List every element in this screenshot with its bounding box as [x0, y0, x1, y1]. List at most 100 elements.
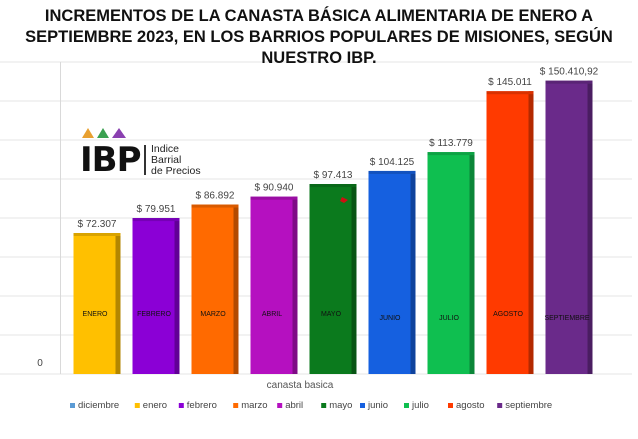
data-label: $ 150.410,92: [540, 67, 599, 78]
legend-swatch: [134, 403, 140, 408]
data-label: $ 145.011: [488, 77, 532, 88]
category-label: SEPTIEMBRE: [544, 315, 589, 322]
bar-septiembre: [545, 80, 593, 375]
bar-febrero: [132, 218, 180, 374]
chart-title-line: NUESTRO IBP.: [261, 49, 377, 67]
logo-triangle-icon: [97, 128, 109, 138]
bar-top: [73, 233, 121, 237]
legend-item: septiembre: [497, 400, 552, 411]
bar-side: [233, 204, 239, 374]
chart-title: INCREMENTOS DE LA CANASTA BÁSICA ALIMENT…: [0, 6, 638, 69]
bar: [427, 152, 475, 374]
legend-item: abril: [277, 400, 303, 411]
legend-swatch: [448, 403, 453, 408]
legend-swatch: [360, 403, 365, 408]
data-label: $ 97.413: [314, 170, 353, 181]
bar-side: [174, 218, 180, 374]
legend-label: julio: [411, 400, 429, 411]
bar-enero: [73, 233, 121, 374]
legend-label: marzo: [241, 400, 267, 411]
data-label: $ 86.892: [196, 191, 235, 202]
bar-agosto: [486, 91, 534, 375]
bar-junio: [368, 170, 416, 374]
logo-divider: [144, 145, 146, 175]
logo-text-line: de Precios: [151, 165, 201, 177]
y-tick-labels: 0: [37, 358, 43, 369]
bar-side: [528, 91, 534, 375]
legend-label: mayo: [329, 400, 352, 411]
data-label: $ 104.125: [370, 157, 415, 168]
bar-julio: [427, 152, 475, 374]
bar-top: [132, 218, 180, 222]
ibp-logo: IBP Indice Barrial de Precios: [80, 128, 210, 180]
category-label: ABRIL: [262, 311, 282, 318]
bar-side: [587, 80, 593, 375]
legend-swatch: [321, 403, 327, 408]
category-label: MARZO: [200, 311, 226, 318]
logo-text-line: Barrial: [151, 154, 182, 166]
data-label: $ 90.940: [255, 183, 294, 194]
bar: [73, 233, 121, 374]
logo-text-line: Indice: [151, 143, 180, 155]
legend-swatch: [404, 403, 409, 408]
chart-title-line: INCREMENTOS DE LA CANASTA BÁSICA ALIMENT…: [44, 7, 594, 25]
bar: [132, 218, 180, 374]
bar: [545, 80, 593, 375]
bars: [73, 80, 593, 375]
bar-top: [545, 80, 593, 84]
bar: [486, 91, 534, 375]
legend-label: enero: [143, 400, 167, 411]
x-axis-title: canasta basica: [267, 380, 334, 391]
legend-label: abril: [285, 400, 303, 411]
marker-icon: [340, 197, 348, 203]
data-labels: $ 72.307 $ 79.951 $ 86.892 $ 90.940 $ 97.413…: [78, 67, 599, 230]
logo-mark: IBP: [80, 140, 141, 180]
legend-label: agosto: [456, 400, 485, 411]
legend-label: diciembre: [78, 400, 119, 411]
legend-item: julio: [404, 400, 429, 411]
legend-label: junio: [367, 400, 388, 411]
bar-side: [469, 152, 475, 374]
bar-top: [486, 91, 534, 95]
bar-side: [115, 233, 121, 374]
legend-item: enero: [134, 400, 167, 411]
category-label: FEBRERO: [137, 311, 171, 318]
bar: [191, 204, 239, 374]
logo-triangle-icon: [112, 128, 126, 138]
category-label: ENERO: [83, 311, 108, 318]
legend-item: mayo: [321, 400, 352, 411]
bar-side: [410, 170, 416, 374]
bar-top: [250, 196, 298, 200]
legend-swatch: [233, 403, 239, 408]
bar-abril: [250, 196, 298, 374]
legend-swatch: [497, 403, 503, 408]
bar-top: [191, 204, 239, 208]
bar-top: [309, 184, 357, 188]
bar-marzo: [191, 204, 239, 374]
logo-triangle-icon: [82, 128, 94, 138]
data-label: $ 113.779: [429, 138, 473, 149]
bar-side: [292, 196, 298, 374]
logo-text: Indice Barrial de Precios: [151, 144, 201, 177]
category-label: MAYO: [321, 311, 342, 318]
bar-side: [351, 184, 357, 374]
bar: [309, 184, 357, 374]
legend-swatch: [277, 403, 283, 408]
legend-item: diciembre: [70, 400, 119, 411]
legend-item: junio: [360, 400, 388, 411]
data-label: $ 72.307: [78, 219, 117, 230]
category-labels: ENERO FEBRERO MARZO ABRIL MAYO JUNIO JULIO AGOS…: [83, 311, 590, 322]
legend-item: agosto: [448, 400, 485, 411]
data-label: $ 79.951: [137, 204, 176, 215]
category-label: JUNIO: [380, 315, 402, 322]
legend-swatch: [178, 403, 184, 408]
bar-top: [368, 170, 416, 174]
bar: [250, 196, 298, 374]
legend-label: septiembre: [505, 400, 552, 411]
bar: [368, 170, 416, 374]
chart-title-line: SEPTIEMBRE 2023, EN LOS BARRIOS POPULARE…: [25, 28, 613, 46]
category-label: AGOSTO: [493, 311, 523, 318]
bar-top: [427, 152, 475, 156]
legend-swatch: [70, 403, 75, 408]
